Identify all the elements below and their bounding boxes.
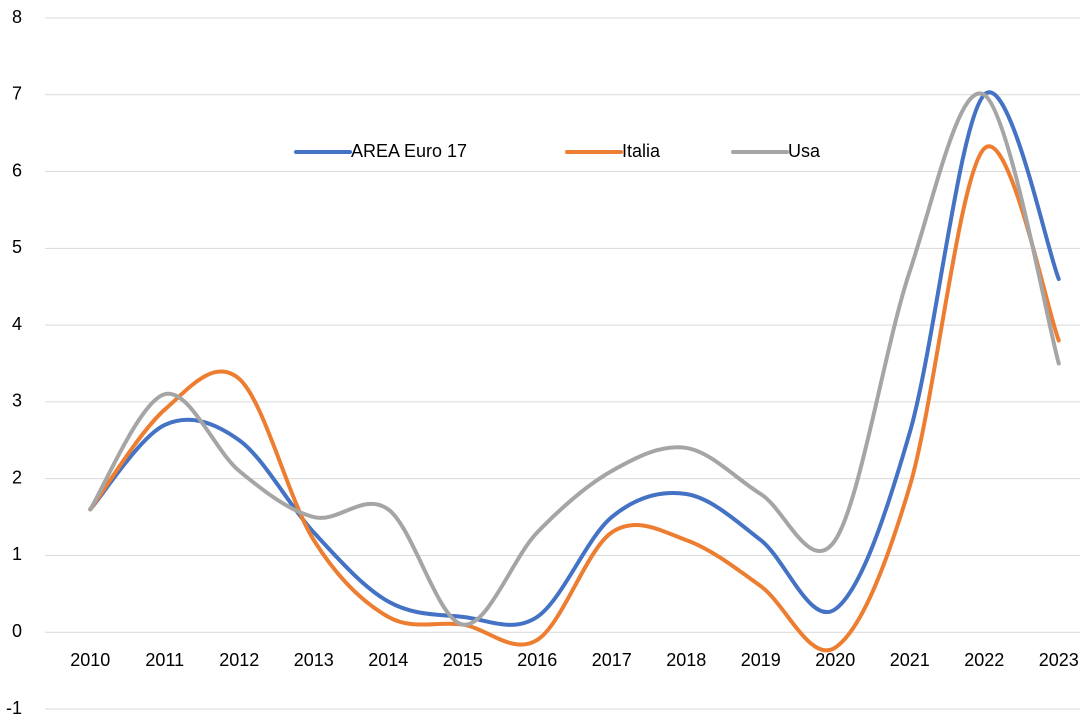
x-tick-label: 2012: [219, 650, 259, 670]
y-tick-label: 8: [12, 7, 22, 27]
series-line: [88, 90, 1061, 627]
legend-label: AREA Euro 17: [351, 141, 467, 161]
y-tick-label: 7: [12, 84, 22, 104]
y-tick-label: 2: [12, 467, 22, 487]
series-line: [88, 91, 1061, 627]
y-tick-label: 3: [12, 391, 22, 411]
x-tick-label: 2022: [964, 650, 1004, 670]
x-tick-label: 2020: [815, 650, 855, 670]
x-tick-label: 2013: [294, 650, 334, 670]
y-tick-label: 5: [12, 237, 22, 257]
x-tick-label: 2021: [890, 650, 930, 670]
x-tick-label: 2016: [517, 650, 557, 670]
x-tick-label: 2014: [368, 650, 408, 670]
x-tick-label: 2023: [1039, 650, 1079, 670]
x-tick-label: 2010: [70, 650, 110, 670]
series-line: [88, 144, 1061, 653]
x-tick-label: 2017: [592, 650, 632, 670]
x-tick-label: 2015: [443, 650, 483, 670]
y-tick-label: 1: [12, 544, 22, 564]
x-tick-label: 2018: [666, 650, 706, 670]
y-tick-label: -1: [6, 698, 22, 716]
x-tick-label: 2011: [145, 650, 184, 670]
y-tick-label: 4: [12, 314, 22, 334]
y-tick-label: 6: [12, 160, 22, 180]
y-tick-label: 0: [12, 621, 22, 641]
legend-label: Usa: [788, 141, 821, 161]
legend-label: Italia: [622, 141, 661, 161]
x-tick-label: 2019: [741, 650, 781, 670]
